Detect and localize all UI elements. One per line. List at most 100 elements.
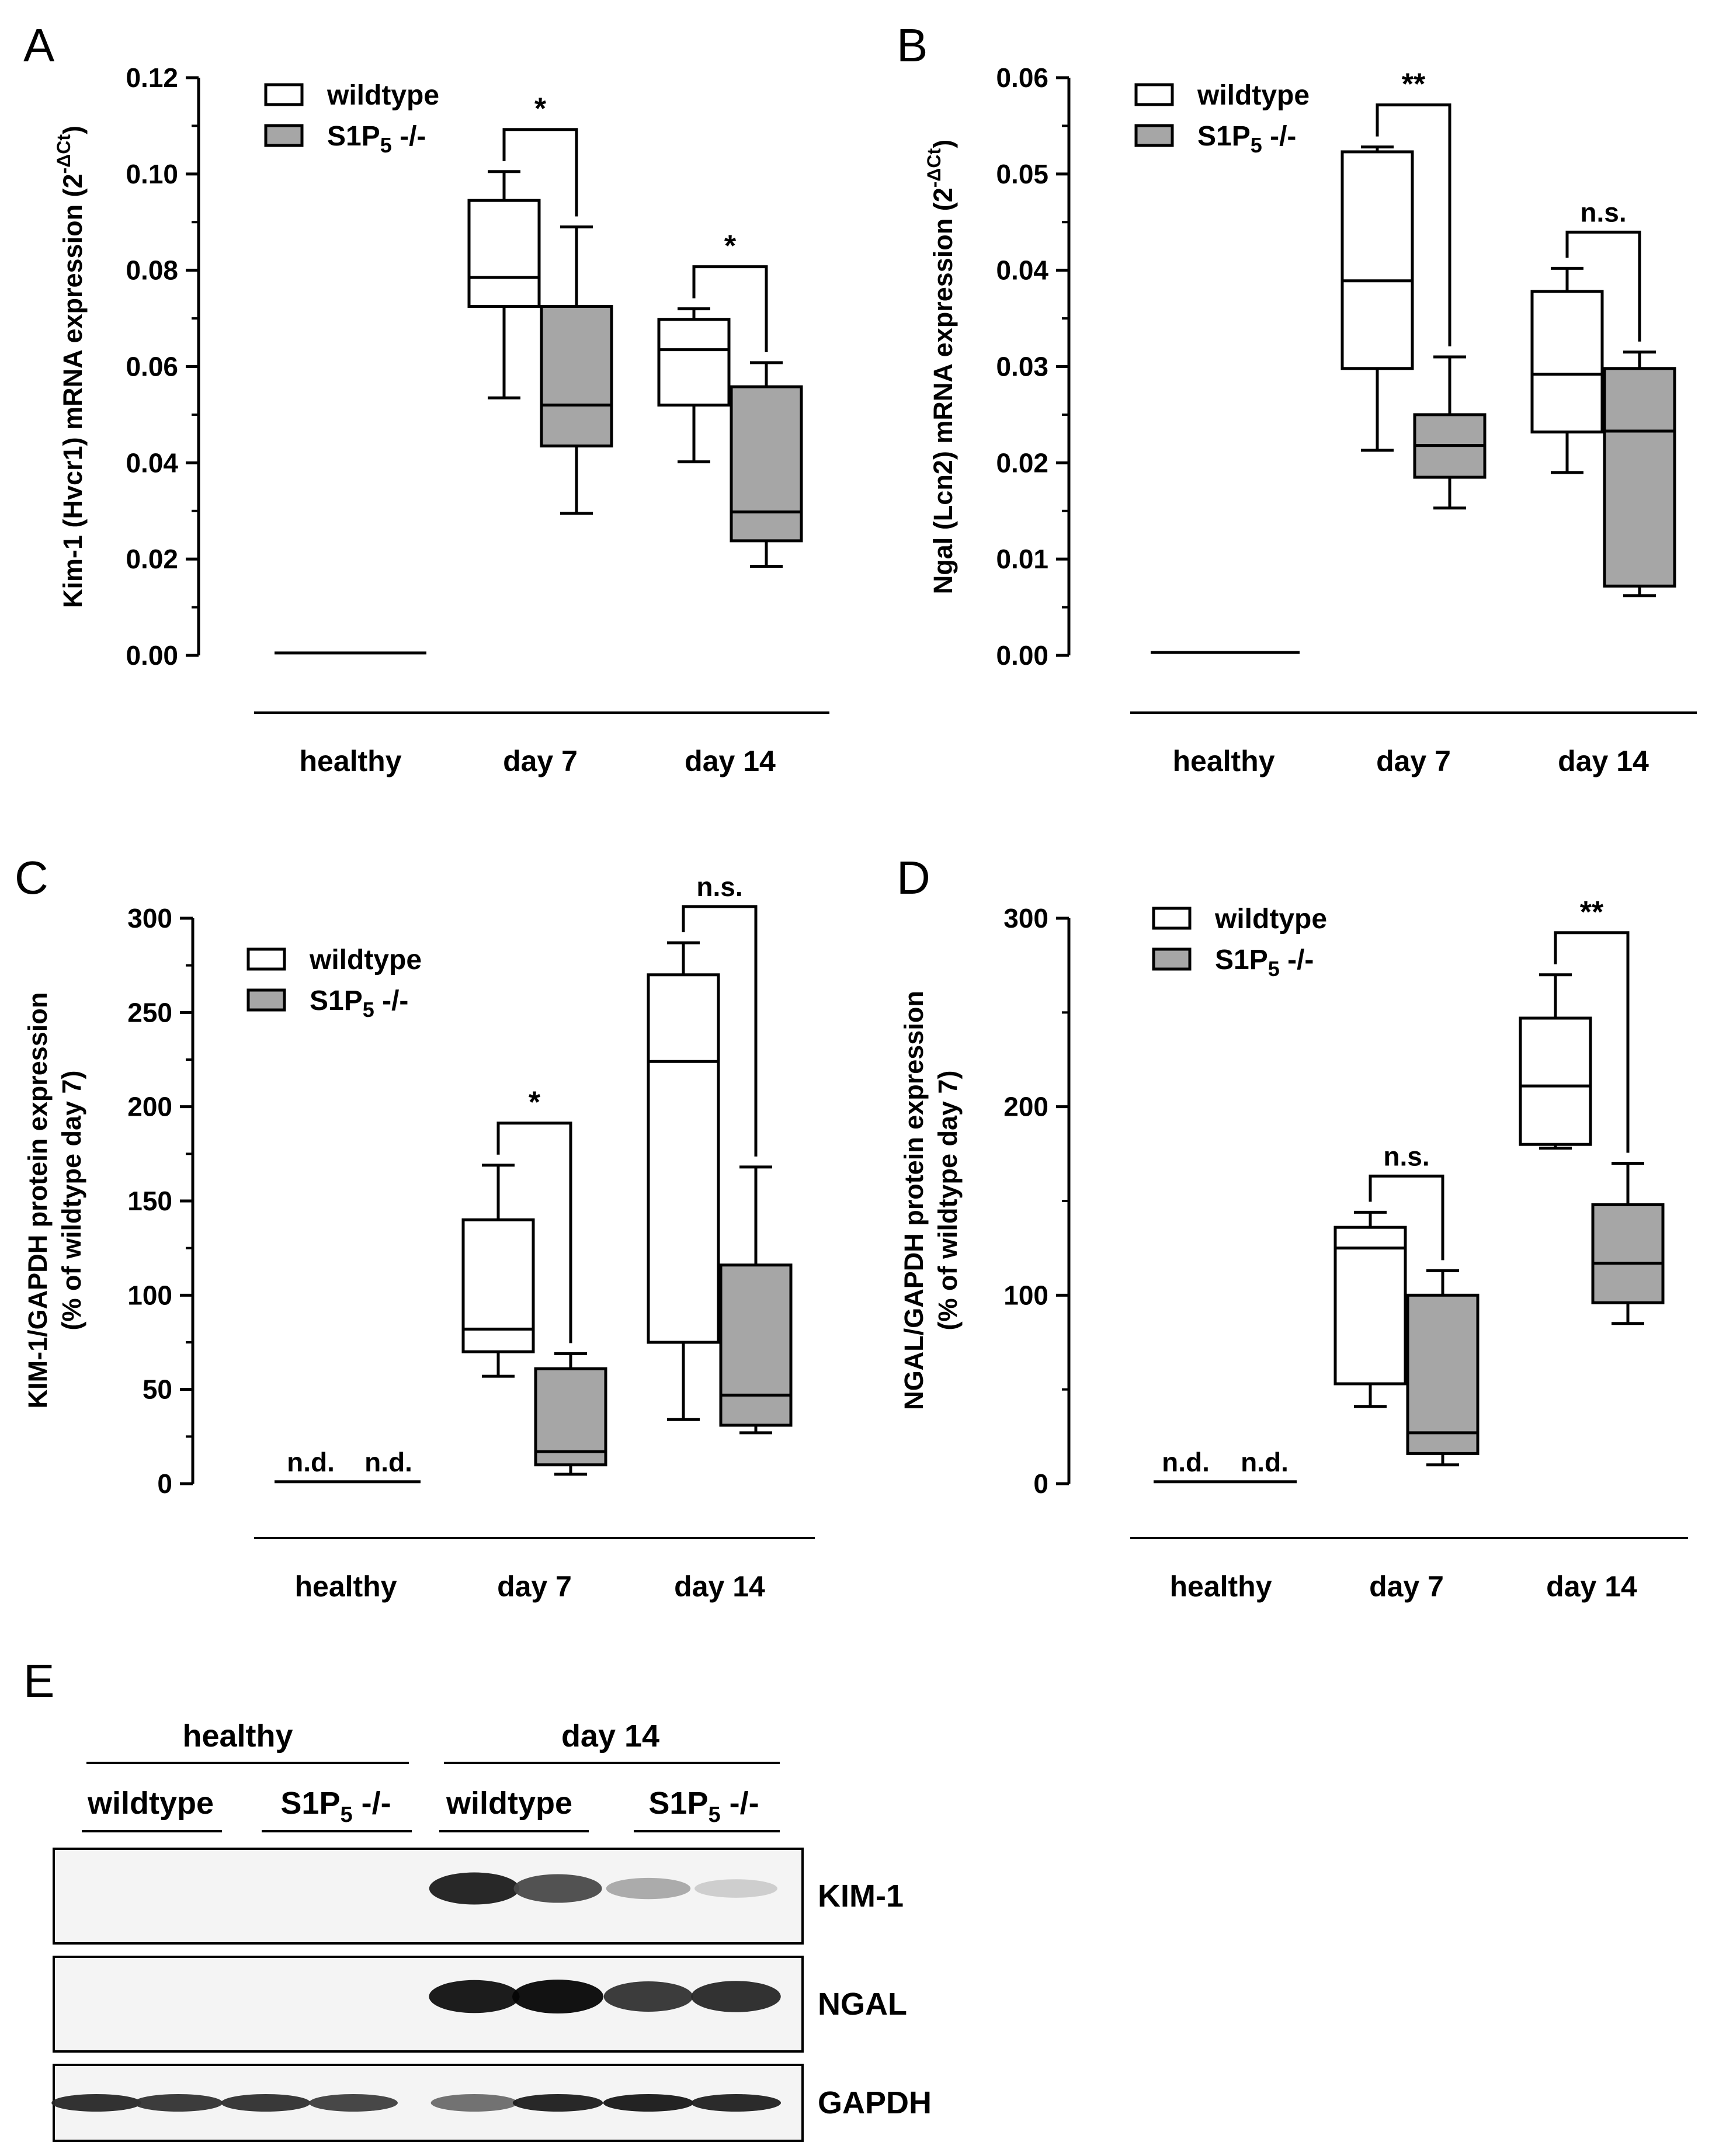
legend-label-wildtype: wildtype <box>1214 904 1327 935</box>
significance-label: n.s. <box>1383 1141 1429 1171</box>
legend-swatch-ko <box>264 124 304 147</box>
y-axis-label: Ngal (Lcn2) mRNA expression (2-ΔCt) <box>923 140 958 594</box>
y-tick-label: 0.04 <box>126 447 178 478</box>
significance-bracket: n.s. <box>1369 1141 1444 1261</box>
box-iqr <box>1530 290 1604 434</box>
chart-a: 0.00 0.02 0.04 0.06 0.08 0.10 0.12 Kim-1 (Hvcr1… <box>53 63 829 777</box>
box-iqr <box>1591 1203 1665 1304</box>
western-blot: healthy day 14 wildtype S1P5 -/- wildtyp… <box>51 1718 932 2142</box>
legend-swatch-ko <box>1152 947 1192 971</box>
x-category-label: day 14 <box>1546 1570 1637 1603</box>
blot-frame <box>53 1956 804 2053</box>
x-category-label: day 7 <box>1376 745 1451 777</box>
significance-label: n.s. <box>696 872 742 902</box>
significance-label: ** <box>1402 68 1426 102</box>
blot-band <box>694 1879 777 1898</box>
blot-row-label: KIM-1 <box>818 1879 904 1914</box>
y-tick-label: 0.06 <box>996 63 1048 93</box>
box-iqr <box>730 385 803 543</box>
y-tick-label: 0.06 <box>126 352 178 382</box>
box-ko <box>730 361 803 568</box>
panel-label-a: A <box>23 19 55 71</box>
legend-label-ko: S1P5 -/- <box>327 121 426 157</box>
bracket-line <box>496 1122 572 1343</box>
box-wildtype <box>1333 1210 1407 1408</box>
blot-band <box>512 1980 603 2014</box>
significance-bracket: * <box>692 230 768 352</box>
blot-band <box>606 1877 691 1900</box>
panel-label-c: C <box>15 852 48 904</box>
legend-swatch-ko <box>246 988 286 1012</box>
significance-bracket: ** <box>1554 895 1630 1153</box>
box-wildtype <box>657 307 731 464</box>
chart-d: 0 100 200 300 NGAL/GAPDH protein expression(… <box>899 895 1688 1603</box>
blot-row-label: GAPDH <box>818 2085 932 2120</box>
blot-rows: KIM-1 NGAL GAPDH <box>51 1848 932 2142</box>
y-tick-label: 250 <box>127 997 172 1027</box>
box-ko <box>1591 1161 1665 1325</box>
box-iqr <box>719 1263 793 1427</box>
blot-band <box>430 2094 518 2112</box>
box-wildtype <box>1519 973 1592 1150</box>
box-iqr <box>467 199 541 308</box>
y-tick-label: 0.04 <box>996 255 1048 286</box>
x-category-label: healthy <box>1172 745 1274 777</box>
y-tick-label: 0.01 <box>996 544 1048 574</box>
significance-label: * <box>724 230 737 263</box>
blot-sub-wt-day14: wildtype <box>446 1786 572 1821</box>
y-tick-label: 0 <box>1033 1468 1048 1499</box>
box-iqr <box>647 973 720 1344</box>
y-tick-label: 200 <box>1003 1092 1048 1122</box>
chart-b: 0.00 0.01 0.02 0.03 0.04 0.05 0.06 Ngal (Lcn2) … <box>923 63 1697 777</box>
bracket-line <box>692 265 768 352</box>
legend: wildtype S1P5 -/- <box>264 80 439 157</box>
box-iqr <box>1519 1016 1592 1146</box>
significance-label: * <box>534 92 547 126</box>
blot-row-ngal: NGAL <box>53 1956 907 2053</box>
nd-label: n.d. <box>364 1447 412 1477</box>
y-tick-label: 0.05 <box>996 159 1048 189</box>
blot-sub-ko-day14: S1P5 -/- <box>648 1786 759 1827</box>
y-tick-label: 0.12 <box>126 63 178 93</box>
y-tick-label: 50 <box>143 1374 172 1405</box>
significance-bracket: * <box>496 1086 572 1343</box>
y-tick-label: 0.10 <box>126 159 178 189</box>
box-iqr <box>657 318 731 407</box>
legend-label-wildtype: wildtype <box>1197 80 1310 111</box>
legend: wildtype S1P5 -/- <box>246 945 422 1022</box>
blot-sub-wt-healthy: wildtype <box>87 1786 214 1821</box>
y-tick-label: 150 <box>127 1186 172 1216</box>
legend-label-wildtype: wildtype <box>327 80 439 111</box>
y-tick-label: 200 <box>127 1092 172 1122</box>
legend: wildtype S1P5 -/- <box>1134 80 1310 157</box>
significance-label: ** <box>1580 895 1604 929</box>
box-iqr <box>1333 1225 1407 1386</box>
blot-band <box>603 1981 693 2012</box>
blot-band <box>221 2094 311 2112</box>
legend-label-ko: S1P5 -/- <box>310 985 408 1022</box>
box-iqr <box>534 1367 607 1467</box>
blot-frame <box>53 1848 804 1945</box>
x-category-label: day 14 <box>685 745 776 777</box>
box-wildtype <box>467 170 541 400</box>
blot-band <box>513 1874 602 1903</box>
x-category-label: day 7 <box>497 1570 572 1603</box>
y-axis-label: NGAL/GAPDH protein expression (% of wildt… <box>899 991 963 1410</box>
x-category-label: day 7 <box>1369 1570 1444 1603</box>
significance-label: n.s. <box>1580 197 1626 227</box>
box-ko <box>719 1165 793 1435</box>
blot-row-kim-1: KIM-1 <box>53 1848 904 1945</box>
legend-swatch-wildtype <box>1152 907 1192 930</box>
blot-row-gapdh: GAPDH <box>51 2064 932 2142</box>
box-ko <box>1603 350 1676 598</box>
box-ko <box>534 1352 607 1476</box>
blot-band <box>512 2094 603 2112</box>
bracket-line <box>1376 103 1451 347</box>
x-category-label: healthy <box>294 1570 397 1603</box>
box-ko <box>540 225 613 515</box>
significance-bracket: * <box>502 92 578 217</box>
x-category-label: healthy <box>1169 1570 1272 1603</box>
box-wildtype <box>461 1164 535 1378</box>
legend-swatch-wildtype <box>264 83 304 106</box>
